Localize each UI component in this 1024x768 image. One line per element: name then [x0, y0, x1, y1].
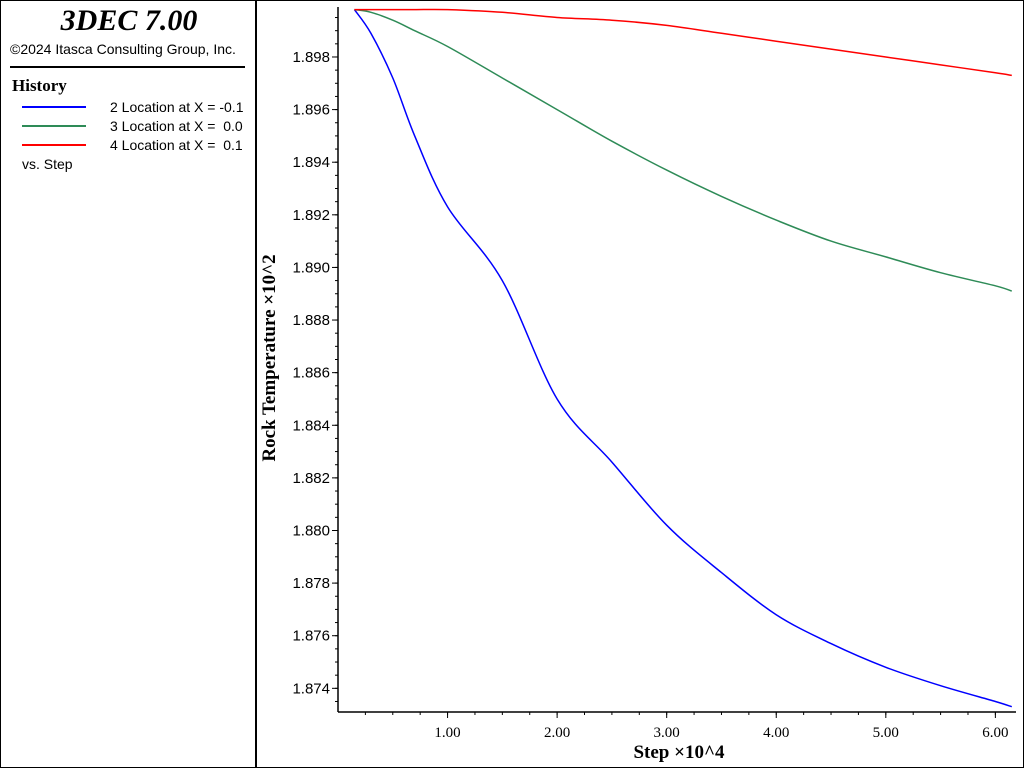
legend-label: 4 Location at X = 0.1	[110, 137, 243, 153]
y-tick-label: 1.894	[292, 154, 330, 171]
x-tick-label: 3.00	[654, 725, 680, 741]
y-tick-label: 1.888	[292, 312, 330, 329]
x-axis-title: Step ×10^4	[633, 742, 725, 763]
series-layer	[353, 8, 1013, 708]
sidebar-divider	[255, 0, 257, 768]
y-tick-label: 1.882	[292, 470, 330, 487]
legend-label: 3 Location at X = 0.0	[110, 118, 243, 134]
series-line-3	[354, 8, 1013, 292]
x-tick-label: 6.00	[982, 725, 1008, 741]
y-tick-label: 1.884	[292, 417, 330, 434]
chart-axes	[332, 7, 1016, 718]
vs-step-label: vs. Step	[22, 156, 73, 172]
legend-label: 2 Location at X = -0.1	[110, 99, 244, 115]
copyright-notice: ©2024 Itasca Consulting Group, Inc.	[10, 41, 236, 57]
app-title: 3DEC 7.00	[60, 4, 198, 37]
y-tick-label: 1.890	[292, 259, 330, 276]
x-tick-label: 5.00	[873, 725, 899, 741]
legend-swatch-green	[22, 125, 86, 127]
y-tick-label: 1.898	[292, 49, 330, 66]
series-line-4	[354, 8, 1012, 77]
y-tick-label: 1.896	[292, 102, 330, 119]
title-divider	[10, 66, 245, 68]
legend-swatch-blue	[22, 106, 86, 108]
y-axis-title: Rock Temperature ×10^2	[259, 254, 280, 461]
tick-labels: 1.874 1.876 1.878 1.880 1.882 1.884 1.886 1.888…	[292, 49, 1008, 741]
y-tick-label: 1.878	[292, 575, 330, 592]
y-tick-label: 1.876	[292, 628, 330, 645]
x-tick-label: 4.00	[763, 725, 789, 741]
legend-entry-series-3: 3 Location at X = 0.0	[22, 117, 252, 135]
y-tick-label: 1.892	[292, 207, 330, 224]
x-tick-label: 1.00	[434, 725, 460, 741]
x-tick-label: 2.00	[544, 725, 570, 741]
series-line-2	[353, 9, 1013, 708]
legend-entry-series-4: 4 Location at X = 0.1	[22, 136, 252, 154]
y-tick-label: 1.880	[292, 522, 330, 539]
y-tick-label: 1.886	[292, 365, 330, 382]
history-heading: History	[12, 76, 67, 95]
y-tick-label: 1.874	[292, 680, 330, 697]
legend-swatch-red	[22, 144, 86, 146]
legend-entry-series-2: 2 Location at X = -0.1	[22, 98, 252, 116]
